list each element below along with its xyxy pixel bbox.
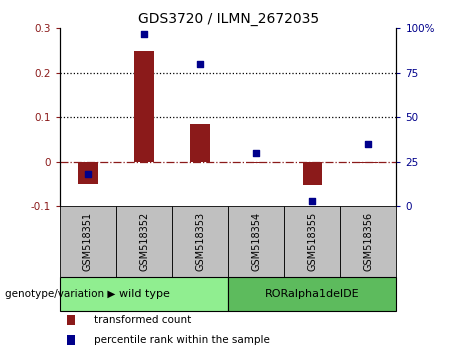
Bar	[60, 277, 228, 311]
Text: percentile rank within the sample: percentile rank within the sample	[94, 335, 270, 345]
Bar	[190, 124, 210, 162]
Bar	[60, 206, 116, 277]
Point	[309, 198, 316, 204]
Text: GSM518352: GSM518352	[139, 212, 149, 272]
Bar	[134, 51, 154, 162]
Point	[196, 61, 204, 67]
Title: GDS3720 / ILMN_2672035: GDS3720 / ILMN_2672035	[138, 12, 319, 26]
Bar	[172, 206, 228, 277]
Bar	[67, 315, 75, 325]
Bar	[228, 277, 396, 311]
Point	[84, 171, 92, 177]
Bar	[78, 162, 98, 184]
Text: genotype/variation ▶: genotype/variation ▶	[5, 289, 115, 299]
Point	[365, 141, 372, 147]
Text: RORalpha1delDE: RORalpha1delDE	[265, 289, 360, 299]
Text: GSM518356: GSM518356	[363, 212, 373, 271]
Text: GSM518351: GSM518351	[83, 212, 93, 271]
Text: transformed count: transformed count	[94, 315, 191, 325]
Bar	[302, 162, 322, 185]
Bar	[116, 206, 172, 277]
Point	[140, 31, 148, 36]
Bar	[67, 335, 75, 344]
Text: GSM518355: GSM518355	[307, 212, 317, 272]
Bar	[284, 206, 340, 277]
Text: GSM518354: GSM518354	[251, 212, 261, 271]
Bar	[228, 206, 284, 277]
Point	[253, 150, 260, 156]
Bar	[340, 206, 396, 277]
Text: GSM518353: GSM518353	[195, 212, 205, 271]
Text: wild type: wild type	[118, 289, 170, 299]
